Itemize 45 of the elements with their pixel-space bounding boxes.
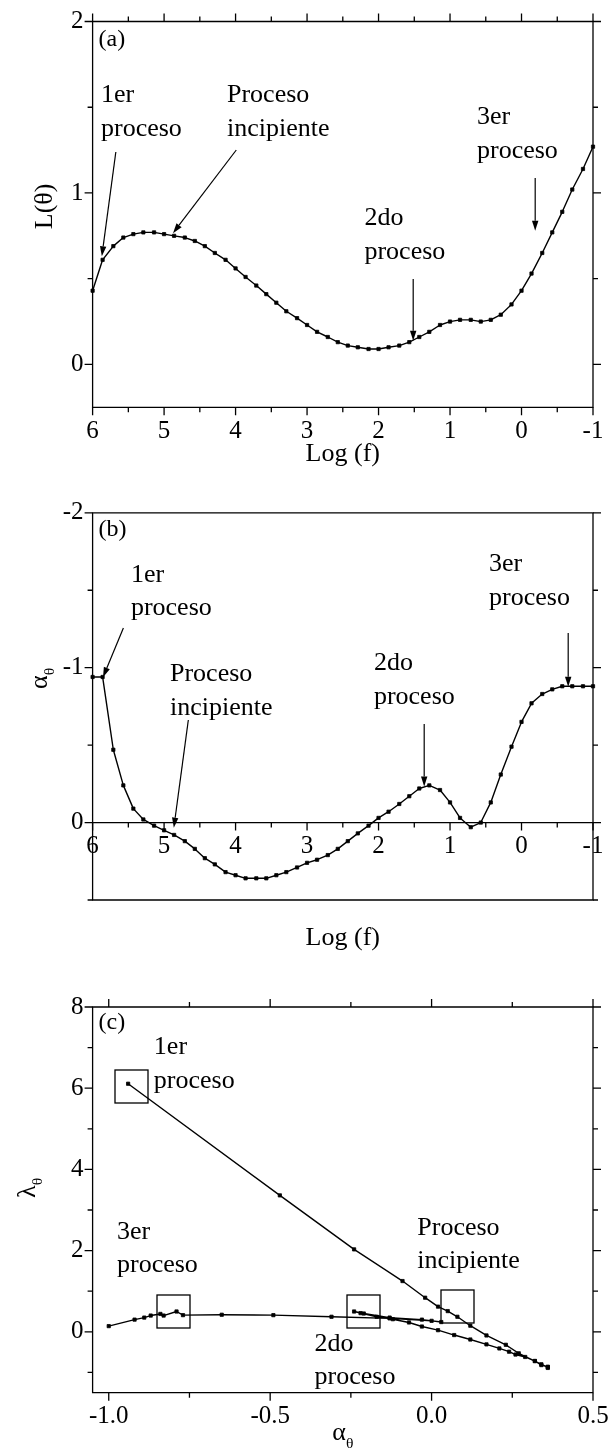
x-tick-label: -1.0 <box>88 1401 129 1429</box>
x-tick-label: 1 <box>443 831 457 859</box>
x-tick-label: 0 <box>515 415 528 443</box>
y-tick-label: 0 <box>71 807 84 835</box>
y-tick-label: -2 <box>62 497 84 525</box>
x-tick-label: -1 <box>582 415 604 443</box>
x-tick-label: 1 <box>443 415 457 443</box>
x-tick-label: 0 <box>515 831 528 859</box>
x-tick-label: 2 <box>372 831 385 859</box>
annotation: Proceso incipiente <box>170 658 273 721</box>
annotation: Proceso incipiente <box>227 79 330 142</box>
y-axis-title: L(θ) <box>28 183 58 230</box>
chart-title: (a) <box>98 24 126 51</box>
y-tick-label: 2 <box>71 1235 84 1263</box>
x-axis-title: Log (f) <box>305 921 380 951</box>
x-tick-label: 4 <box>229 415 243 443</box>
x-tick-label: 3 <box>300 831 314 859</box>
annotation: 1er proceso <box>153 1031 235 1094</box>
y-tick-label: -1 <box>62 652 84 680</box>
y-tick-label: 0 <box>71 349 84 376</box>
y-tick-label: 6 <box>71 1072 84 1100</box>
x-tick-label: -0.5 <box>250 1401 290 1429</box>
annotation: 2do proceso <box>314 1327 396 1390</box>
x-tick-label: 0.5 <box>577 1401 609 1429</box>
x-tick-label: 4 <box>229 831 243 859</box>
annotation: 2do proceso <box>373 647 455 710</box>
annotation: 1er proceso <box>101 79 182 142</box>
annotation: Proceso incipiente <box>417 1211 520 1275</box>
chart-title: (b) <box>98 514 127 541</box>
annotation: 2do proceso <box>364 202 446 265</box>
y-tick-label: 4 <box>71 1153 85 1181</box>
y-tick-label: 8 <box>71 991 84 1019</box>
annotation: 1er proceso <box>130 558 212 622</box>
y-tick-label: 0 <box>71 1316 84 1344</box>
y-axis-title: λθ <box>11 1177 46 1198</box>
x-tick-label: 5 <box>157 415 171 443</box>
annotation: 3er proceso <box>489 548 570 611</box>
annotation: 3er proceso <box>477 101 558 164</box>
x-tick-label: 0.0 <box>415 1401 448 1429</box>
y-tick-label: 2 <box>71 6 84 34</box>
chart-title: (c) <box>98 1008 126 1034</box>
x-tick-label: 5 <box>157 831 171 859</box>
y-axis-title: αθ <box>23 667 58 689</box>
y-tick-label: 1 <box>71 177 84 205</box>
annotation: 3er proceso <box>117 1215 198 1279</box>
